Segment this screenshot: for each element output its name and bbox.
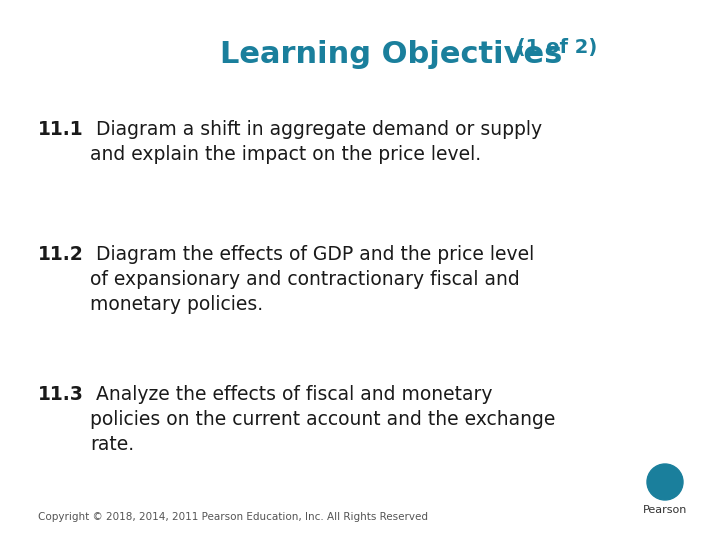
Text: Diagram the effects of GDP and the price level
of expansionary and contractionar: Diagram the effects of GDP and the price… (90, 245, 534, 314)
Text: Copyright © 2018, 2014, 2011 Pearson Education, Inc. All Rights Reserved: Copyright © 2018, 2014, 2011 Pearson Edu… (38, 512, 428, 522)
Text: Learning Objectives: Learning Objectives (220, 40, 562, 69)
Text: Pearson: Pearson (643, 505, 687, 515)
Circle shape (647, 464, 683, 500)
Text: Diagram a shift in aggregate demand or supply
and explain the impact on the pric: Diagram a shift in aggregate demand or s… (90, 120, 542, 164)
Text: p: p (659, 472, 672, 490)
Text: (1 of 2): (1 of 2) (510, 38, 598, 57)
Text: 11.2: 11.2 (38, 245, 84, 264)
Text: 11.1: 11.1 (38, 120, 84, 139)
Text: Analyze the effects of fiscal and monetary
policies on the current account and t: Analyze the effects of fiscal and moneta… (90, 385, 555, 454)
Text: 11.3: 11.3 (38, 385, 84, 404)
